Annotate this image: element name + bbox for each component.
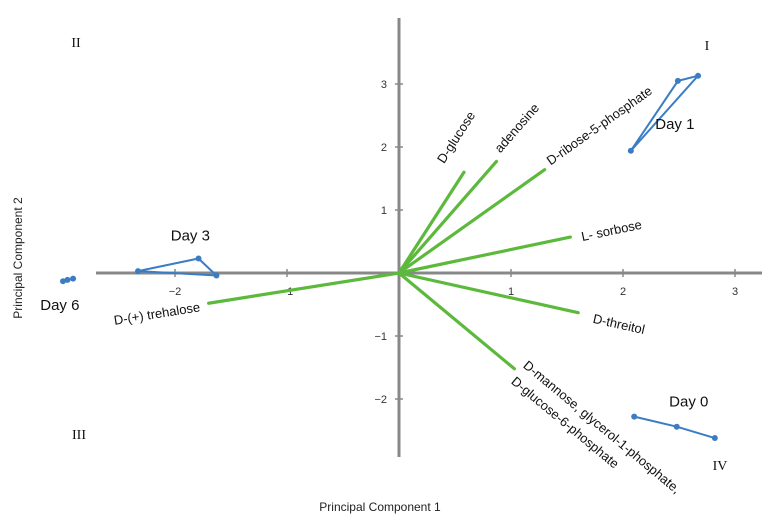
score-point	[627, 147, 634, 154]
score-point	[674, 77, 681, 84]
loading-vector	[397, 168, 547, 275]
quadrant-label: II	[71, 36, 81, 51]
group-label: Day 6	[40, 297, 79, 314]
score-point	[711, 435, 718, 442]
score-outline	[629, 74, 701, 152]
loading-vectors	[207, 159, 580, 371]
x-tick-label: 3	[732, 286, 738, 298]
y-tick-label: −2	[374, 394, 387, 406]
loading-vector	[207, 271, 401, 305]
annotations: D-glucose adenosine D-ribose-5-phosphate L-…	[40, 36, 727, 496]
score-point	[135, 268, 142, 275]
score-outline	[137, 257, 220, 277]
x-axis-title: Principal Component 1	[319, 500, 441, 514]
quadrant-label: III	[72, 428, 86, 443]
loading-label: L- sorbose	[580, 217, 643, 244]
loading-label: D-(+) trehalose	[113, 299, 201, 327]
score-point	[64, 276, 71, 283]
x-tick-label: 2	[620, 286, 626, 298]
y-tick-label: 1	[381, 205, 387, 217]
loading-label: D-threitol	[592, 311, 647, 337]
x-tick-label: 1	[508, 286, 514, 298]
group-label: Day 1	[655, 116, 694, 133]
quadrant-label: IV	[713, 459, 728, 474]
loading-label: D-mannose, glycerol-1-phosphate,	[520, 358, 683, 497]
score-point	[631, 413, 638, 420]
x-tick-label: −2	[169, 286, 182, 298]
score-point	[195, 255, 202, 262]
score-groups	[60, 72, 718, 442]
loading-vector	[397, 271, 516, 371]
loading-label: D-glucose	[434, 109, 478, 166]
quadrant-label: I	[705, 39, 710, 54]
y-tick-label: 3	[381, 79, 387, 91]
group-label: Day 3	[171, 227, 210, 244]
score-point	[213, 272, 220, 279]
loading-vector	[397, 271, 580, 315]
score-point	[70, 275, 77, 282]
loading-label: D-ribose-5-phosphate	[544, 83, 655, 168]
y-tick-label: −1	[374, 331, 387, 343]
score-point	[695, 72, 702, 79]
loading-vector	[397, 235, 572, 275]
loading-vector	[397, 170, 466, 275]
loading-label: adenosine	[491, 100, 542, 155]
y-tick-label: 2	[381, 142, 387, 154]
y-axis-title: Principal Component 2	[11, 197, 25, 319]
group-label: Day 0	[669, 394, 708, 411]
score-point	[673, 423, 680, 430]
loading-vector	[397, 159, 499, 275]
